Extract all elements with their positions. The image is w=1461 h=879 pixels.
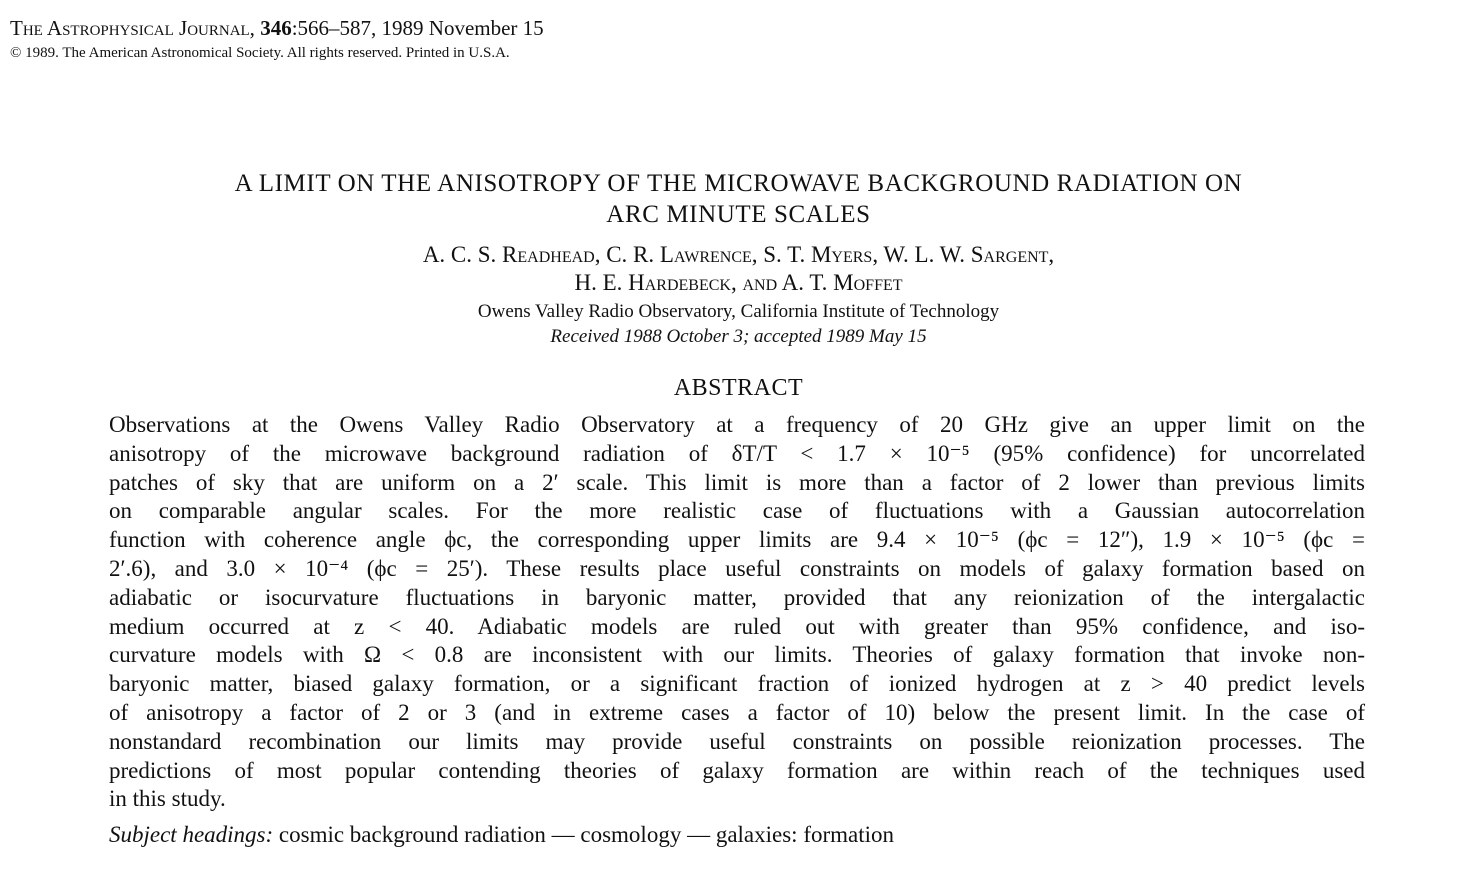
abstract-line: medium occurred at z < 40. Adiabatic mod… <box>109 613 1365 639</box>
abstract-line: anisotropy of the microwave background r… <box>109 440 1365 466</box>
author-list: A. C. S. Readhead, C. R. Lawrence, S. T.… <box>100 241 1377 297</box>
subject-headings-terms: cosmic background radiation — cosmology … <box>278 822 895 847</box>
subject-headings: Subject headings: cosmic background radi… <box>109 820 894 850</box>
affiliation: Owens Valley Radio Observatory, Californ… <box>477 301 1000 322</box>
authors-line: A. C. S. Readhead, C. R. Lawrence, S. T.… <box>422 242 1055 267</box>
paper-title: A LIMIT ON THE ANISOTROPY OF THE MICROWA… <box>100 168 1377 230</box>
abstract-line: function with coherence angle ϕc, the co… <box>109 527 1365 553</box>
journal-volume: 346 <box>260 16 292 40</box>
received-dates: Received 1988 October 3; accepted 1989 M… <box>550 326 927 347</box>
abstract-line: Observations at the Owens Valley Radio O… <box>109 412 1365 437</box>
abstract-line: adiabatic or isocurvature fluctuations i… <box>109 584 1365 610</box>
abstract-line: patches of sky that are uniform on a 2′ … <box>109 469 1365 495</box>
abstract-line: of anisotropy a factor of 2 or 3 (and in… <box>109 699 1365 725</box>
abstract-heading: ABSTRACT <box>673 375 804 401</box>
abstract-line: nonstandard recombination our limits may… <box>109 728 1365 754</box>
abstract-line: predictions of most popular contending t… <box>109 757 1365 783</box>
subject-headings-label: Subject headings: <box>109 822 274 847</box>
journal-name: The Astrophysical Journal, <box>10 16 255 40</box>
copyright-line: © 1989. The American Astronomical Societ… <box>10 45 510 61</box>
abstract-line: 2′.6), and 3.0 × 10⁻⁴ (ϕc = 25′). These … <box>109 555 1365 581</box>
abstract-line: in this study. <box>109 786 226 812</box>
abstract-line: baryonic matter, biased galaxy formation… <box>109 671 1365 697</box>
journal-pages-date: :566–587, 1989 November 15 <box>291 16 544 40</box>
journal-citation: The Astrophysical Journal, 346:566–587, … <box>10 16 544 40</box>
abstract-body: Observations at the Owens Valley Radio O… <box>109 411 1365 814</box>
title-line: ARC MINUTE SCALES <box>606 201 871 228</box>
abstract-line: on comparable angular scales. For the mo… <box>109 498 1365 524</box>
authors-line: H. E. Hardebeck, and A. T. Moffet <box>574 270 903 295</box>
abstract-line: curvature models with Ω < 0.8 are incons… <box>109 642 1365 668</box>
title-line: A LIMIT ON THE ANISOTROPY OF THE MICROWA… <box>234 170 1243 197</box>
